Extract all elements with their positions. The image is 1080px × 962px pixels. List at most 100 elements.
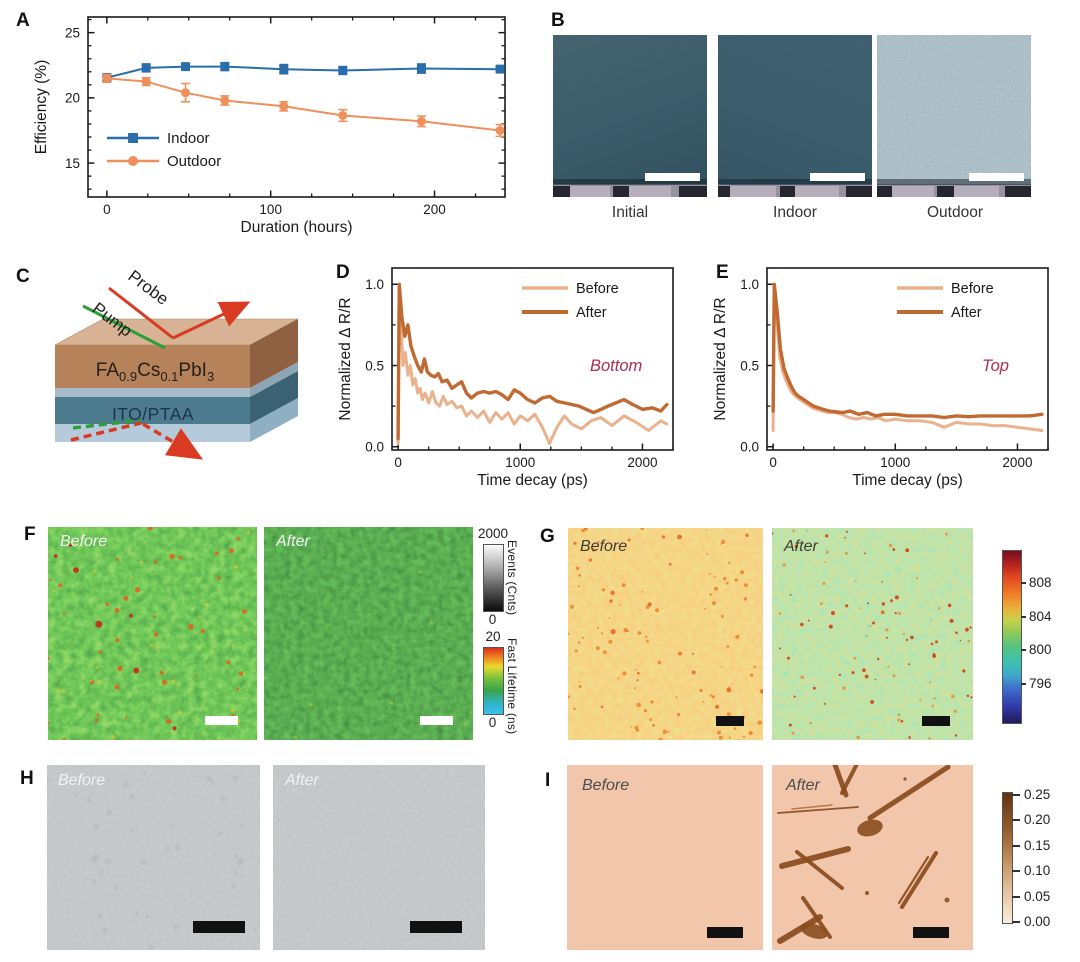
svg-text:Normalized Δ R/R: Normalized Δ R/R [337, 297, 354, 420]
svg-text:Time decay (ps): Time decay (ps) [852, 472, 963, 489]
svg-text:Duration (hours): Duration (hours) [241, 219, 353, 236]
svg-text:Efficiency (%): Efficiency (%) [33, 60, 50, 154]
panel-letter-c: C [16, 266, 30, 287]
panel-letter-d: D [336, 262, 350, 283]
pump-beam-transmitted [72, 418, 142, 430]
svg-text:2000: 2000 [1002, 455, 1032, 470]
wavelength-tick-804: 804 [1029, 609, 1052, 624]
photo-initial-surface [553, 35, 707, 197]
glass-side [250, 398, 298, 442]
before-label-i: Before [582, 777, 630, 794]
after-label-g: After [784, 538, 818, 555]
before-label-h: Before [58, 772, 106, 789]
photo-label-initial: Initial [611, 204, 649, 221]
events-cbar-min: 0 [488, 612, 497, 627]
lifetime-map-before [48, 527, 257, 740]
svg-text:Bottom: Bottom [590, 357, 642, 375]
photo-shadow [877, 179, 1031, 186]
absorption-tick-005: 0.05 [1024, 889, 1051, 904]
absorption-tick-015: 0.15 [1024, 838, 1051, 853]
absorption-tick-020: 0.20 [1024, 812, 1051, 827]
svg-text:0.0: 0.0 [365, 440, 384, 455]
svg-text:0.5: 0.5 [365, 358, 384, 373]
interlayer-side [250, 362, 298, 397]
lifetime-cbar-label: Fast Lifetime (ns) [505, 638, 519, 735]
svg-text:20: 20 [65, 91, 80, 106]
svg-text:0.5: 0.5 [740, 358, 759, 373]
perovskite-formula: FA0.9Cs0.1PbI3 [96, 360, 214, 384]
contact-strip [553, 184, 707, 197]
svg-text:Outdoor: Outdoor [167, 153, 221, 170]
events-cbar-label: Events (Cnts) [505, 540, 519, 616]
svg-text:Before: Before [951, 281, 994, 297]
wavelength-tick-800: 800 [1029, 642, 1052, 657]
before-label-g: Before [580, 538, 628, 555]
svg-text:0: 0 [769, 455, 777, 470]
crystal-needles [777, 765, 951, 944]
absorption-tick-010: 0.10 [1024, 863, 1051, 878]
substrate-label: ITO/PTAA [112, 404, 194, 424]
panel-letter-f: F [24, 524, 36, 545]
events-colorbar [483, 544, 504, 612]
interlayer [55, 388, 250, 397]
scale-bar [716, 716, 744, 726]
probe-beam-reflected [172, 301, 251, 340]
scale-bar [420, 716, 453, 725]
photo-shadow [718, 179, 872, 186]
panel-letter-e: E [716, 262, 729, 283]
wavelength-tick-808: 808 [1029, 575, 1052, 590]
svg-text:1000: 1000 [880, 455, 910, 470]
absorption-map-after [772, 765, 973, 950]
photo-outdoor-surface [877, 35, 1031, 197]
photo-label-outdoor: Outdoor [926, 204, 983, 221]
absorption-map-before [567, 765, 763, 950]
micrograph-after [273, 765, 485, 950]
svg-text:After: After [951, 305, 982, 321]
lifetime-colorbar [483, 647, 504, 715]
photo-outdoor [877, 35, 1031, 197]
photo-label-indoor: Indoor [773, 204, 817, 221]
wavelength-map-after [772, 528, 973, 740]
absorption-tick-025: 0.25 [1024, 787, 1051, 802]
scale-bar [969, 173, 1024, 181]
wavelength-tick-796: 796 [1029, 676, 1052, 691]
svg-text:0: 0 [394, 455, 402, 470]
svg-text:Before: Before [576, 281, 619, 297]
svg-text:100: 100 [259, 202, 282, 217]
svg-text:1.0: 1.0 [740, 277, 759, 292]
panel-letter-h: H [20, 768, 34, 789]
svg-text:25: 25 [65, 25, 80, 40]
svg-text:200: 200 [423, 202, 446, 217]
scale-bar [645, 173, 700, 181]
scale-bar [913, 927, 949, 938]
panel-letter-g: G [540, 526, 555, 547]
lifetime-map-after [264, 527, 473, 740]
photo-indoor [718, 35, 872, 197]
svg-text:2000: 2000 [627, 455, 657, 470]
photo-shadow [553, 179, 707, 186]
photo-indoor-surface [718, 35, 872, 197]
panel-letter-a: A [16, 10, 30, 31]
photo-initial [553, 35, 707, 197]
svg-text:Time decay (ps): Time decay (ps) [477, 472, 588, 489]
before-label-f: Before [60, 533, 108, 550]
decay-chart-top: 0 1000 2000 0.0 0.5 1.0 Time decay (ps) Normali… [712, 267, 1049, 489]
svg-text:After: After [576, 305, 607, 321]
probe-label: Probe [124, 266, 172, 308]
micrograph-before [47, 765, 260, 950]
svg-text:0: 0 [103, 202, 111, 217]
scale-bar [193, 921, 245, 933]
probe-beam-in [108, 286, 174, 340]
svg-text:Indoor: Indoor [167, 130, 210, 147]
probe-beam-exit [142, 422, 204, 460]
svg-text:0.0: 0.0 [740, 440, 759, 455]
after-label-h: After [285, 772, 319, 789]
svg-text:1.0: 1.0 [365, 277, 384, 292]
after-label-i: After [786, 777, 820, 794]
panel-letter-i: I [545, 770, 551, 791]
ito-ptaa-layer [55, 397, 250, 424]
scale-bar [205, 716, 238, 725]
ito-ptaa-side [250, 371, 298, 424]
events-cbar-max: 2000 [477, 526, 509, 541]
